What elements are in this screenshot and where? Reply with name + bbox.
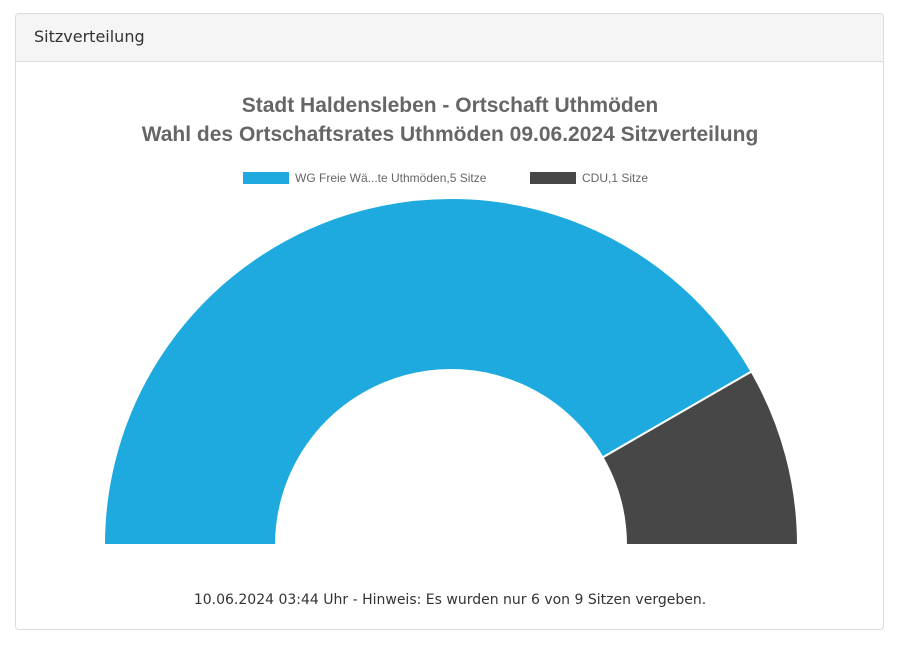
footnote: 10.06.2024 03:44 Uhr - Hinweis: Es wurde… [193,592,707,608]
legend-label-1[interactable]: CDU,1 Sitze [582,171,648,185]
chart-title-line-2: Wahl des Ortschaftsrates Uthmöden 09.06.… [142,123,759,146]
arc-segment-1[interactable] [601,370,800,546]
legend-label-0[interactable]: WG Freie Wä...te Uthmöden,5 Sitze [295,171,487,185]
chart-title-line-1: Stadt Haldensleben - Ortschaft Uthmöden [242,94,659,117]
arc-segment-0[interactable] [102,197,753,546]
chart-arcs [102,197,800,546]
legend-swatch-1 [530,172,576,184]
panel-heading: Sitzverteilung [16,14,883,62]
legend-swatch-0 [243,172,289,184]
chart-legend: WG Freie Wä...te Uthmöden,5 Sitze CDU,1 S… [243,171,648,185]
